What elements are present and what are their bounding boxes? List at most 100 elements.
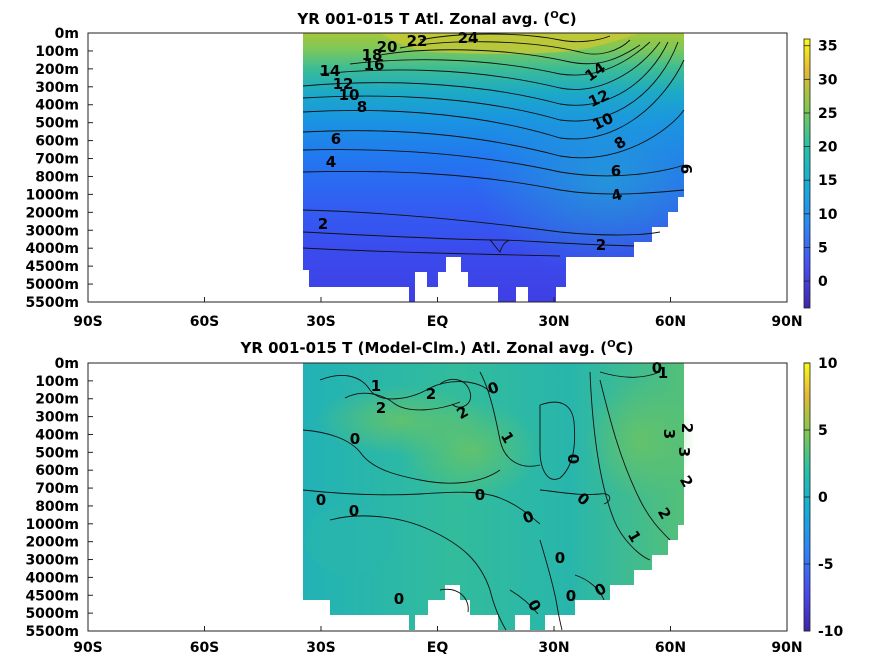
contour-label: 20 [377, 38, 398, 56]
contour-label: 14 [320, 62, 341, 80]
contour-label: 0 [350, 430, 360, 448]
y-tick-label: 2000m [25, 535, 79, 551]
x-tick-label: 90N [771, 314, 802, 330]
y-tick-label: 2000m [25, 205, 79, 221]
x-tick-label: EQ [427, 314, 449, 330]
y-tick-label: 0m [55, 26, 79, 42]
contour-label: 2 [596, 236, 606, 254]
colorbar-tick-label: 35 [818, 39, 837, 55]
panel1-field [303, 33, 684, 302]
panel1-colorbar-ticks: 35 30 25 20 15 10 5 0 [804, 39, 838, 290]
panel1-contours [302, 33, 685, 257]
panel2-field [303, 363, 695, 630]
contour-label: 4 [609, 185, 624, 205]
y-tick-label: 800m [35, 169, 79, 185]
y-tick-label: 800m [35, 499, 79, 515]
colorbar-tick-label: 10 [818, 207, 838, 223]
x-tick-label: 90N [771, 640, 802, 656]
colorbar-tick-label: 30 [818, 72, 838, 88]
contour-label: 24 [458, 29, 479, 47]
y-tick-label: 5500m [25, 624, 79, 640]
y-tick-label: 600m [35, 134, 79, 150]
contour-label: 16 [364, 56, 385, 74]
x-tick-label: 30S [306, 314, 336, 330]
y-tick-label: 500m [35, 445, 79, 461]
colorbar-tick-label: -5 [818, 557, 834, 573]
y-tick-label: 3000m [25, 223, 79, 239]
contour-label: 0 [394, 590, 404, 608]
y-tick-label: 500m [35, 116, 79, 132]
colorbar-tick-label: 25 [818, 106, 837, 122]
contour-label: 4 [326, 153, 336, 171]
y-tick-label: 100m [35, 44, 79, 60]
colorbar-tick-label: 10 [818, 356, 838, 372]
x-tick-label: 60S [190, 640, 220, 656]
contour-label: 2 [376, 399, 386, 417]
y-tick-label: 4500m [25, 588, 79, 604]
panel-temperature-anomaly: YR 001-015 T (Model-Clm.) Atl. Zonal avg… [25, 339, 843, 656]
contour-label: 22 [407, 32, 428, 50]
x-tick-label: EQ [427, 640, 449, 656]
x-tick-label: 30N [538, 640, 569, 656]
contour-label: 18 [362, 46, 383, 64]
x-tick-label: 60N [655, 314, 686, 330]
y-tick-label: 5000m [25, 277, 79, 293]
contour-label: 0 [564, 454, 582, 464]
contour-label: 2 [426, 385, 436, 403]
contour-label: 6 [611, 162, 621, 180]
y-tick-label: 400m [35, 98, 79, 114]
y-tick-label: 200m [35, 62, 79, 78]
y-tick-label: 700m [35, 152, 79, 168]
contour-label: 0 [316, 491, 326, 509]
contour-label: 8 [357, 98, 367, 116]
x-tick-label: 90S [73, 314, 103, 330]
colorbar-tick-label: 5 [818, 423, 828, 439]
colorbar-tick-label: 0 [818, 274, 828, 290]
y-tick-label: 5000m [25, 606, 79, 622]
colorbar-tick-label: 15 [818, 173, 837, 189]
y-tick-label: 200m [35, 392, 79, 408]
panel-temperature: YR 001-015 T Atl. Zonal avg. (OC) [25, 10, 837, 330]
y-tick-label: 600m [35, 463, 79, 479]
x-tick-label: 30N [538, 314, 569, 330]
contour-label: 3 [660, 429, 678, 439]
y-tick-label: 400m [35, 427, 79, 443]
y-tick-label: 3000m [25, 553, 79, 569]
colorbar-tick-label: 20 [818, 140, 838, 156]
y-tick-label: 4500m [25, 259, 79, 275]
colorbar-tick-label: -10 [818, 624, 844, 640]
panel2-title: YR 001-015 T (Model-Clm.) Atl. Zonal avg… [239, 339, 633, 357]
x-tick-label: 60S [190, 314, 220, 330]
y-tick-label: 100m [35, 374, 79, 390]
y-tick-label: 4000m [25, 241, 79, 257]
contour-label: 1 [371, 377, 381, 395]
contour-label: 10 [339, 86, 360, 104]
contour-label: 0 [566, 587, 576, 605]
panel1-colorbar [803, 38, 811, 309]
contour-label: 3 [675, 447, 693, 457]
contour-label: 0 [555, 549, 565, 567]
y-tick-label: 1000m [25, 517, 79, 533]
contour-label: 12 [333, 75, 354, 93]
contour-label: 2 [318, 215, 328, 233]
x-tick-label: 30S [306, 640, 336, 656]
panel1-x-ticks: 90S 60S 30S EQ 30N 60N 90N [73, 297, 803, 330]
contour-label: 1 [658, 364, 668, 382]
panel2-colorbar-ticks: 10 5 0 -5 -10 [804, 356, 844, 640]
y-tick-label: 1000m [25, 187, 79, 203]
contour-label: 6 [677, 164, 695, 174]
contour-label: 0 [652, 359, 662, 377]
contour-label: 0 [475, 486, 485, 504]
colorbar-tick-label: 5 [818, 240, 828, 256]
y-tick-label: 300m [35, 80, 79, 96]
contour-label: 0 [349, 502, 359, 520]
y-tick-label: 5500m [25, 295, 79, 311]
x-tick-label: 90S [73, 640, 103, 656]
panel2-contours [302, 371, 671, 631]
contour-label: 2 [678, 423, 696, 433]
y-tick-label: 4000m [25, 570, 79, 586]
contour-label: 6 [331, 130, 341, 148]
